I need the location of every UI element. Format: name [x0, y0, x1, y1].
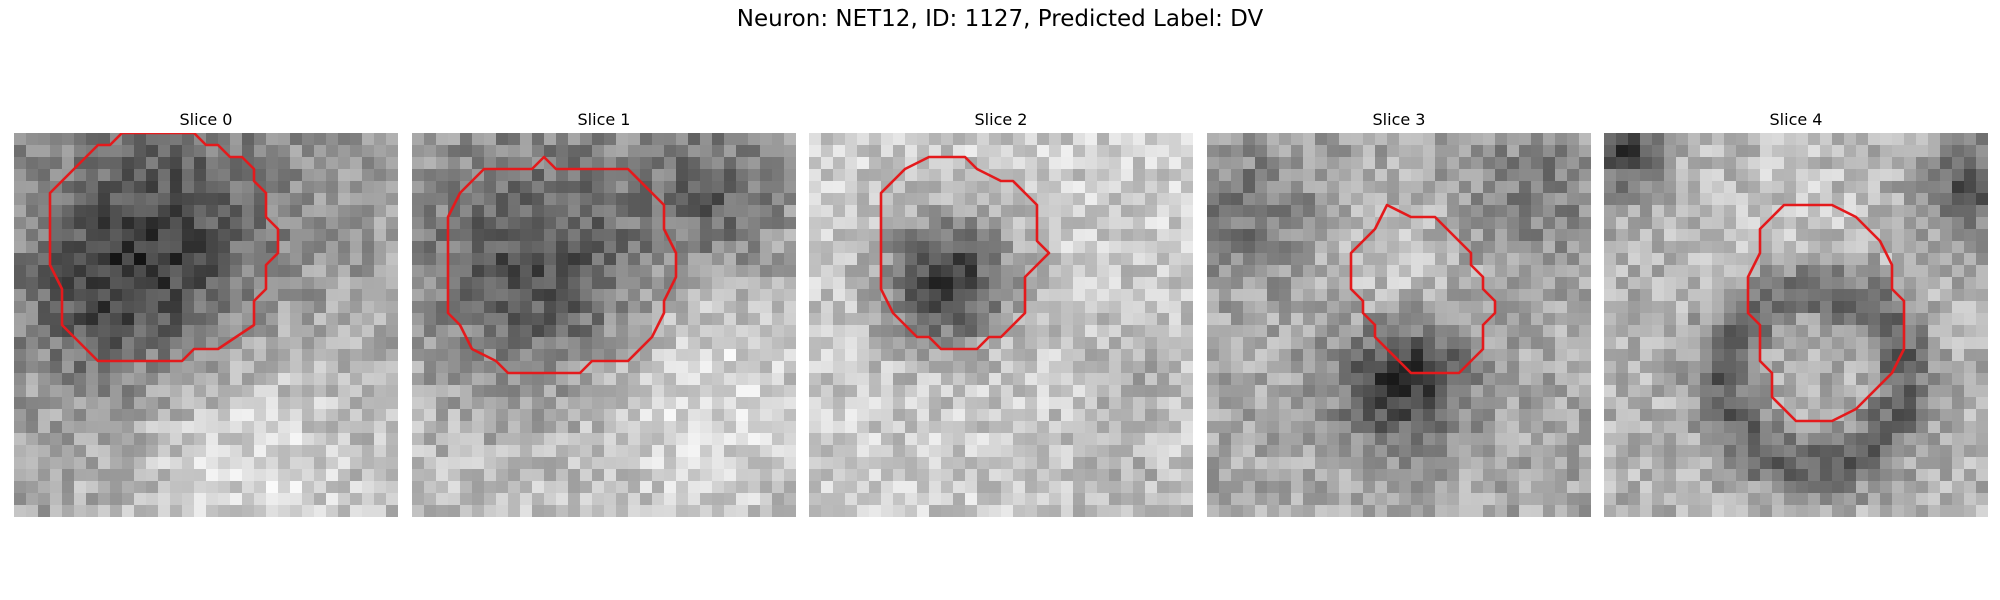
slice-image-1 — [412, 133, 796, 517]
pixel-grid — [809, 133, 1193, 517]
slice-title: Slice 0 — [179, 110, 233, 129]
neuron-contour — [1349, 203, 1497, 375]
slice-panel-2: Slice 2 — [809, 108, 1193, 517]
slice-title: Slice 4 — [1769, 110, 1823, 129]
slice-title: Slice 3 — [1372, 110, 1426, 129]
pixel-grid — [412, 133, 796, 517]
slice-panel-4: Slice 4 — [1604, 108, 1988, 517]
slice-panel-0: Slice 0 — [14, 108, 398, 517]
slice-title: Slice 2 — [974, 110, 1028, 129]
neuron-contour — [48, 133, 280, 363]
slice-image-2 — [809, 133, 1193, 517]
neuron-contour — [446, 155, 678, 375]
pixel-grid — [14, 133, 398, 517]
pixel-grid — [1604, 133, 1988, 517]
slice-title: Slice 1 — [577, 110, 631, 129]
slice-image-3 — [1207, 133, 1591, 517]
neuron-contour — [879, 155, 1051, 351]
pixel-grid — [1207, 133, 1591, 517]
figure-title: Neuron: NET12, ID: 1127, Predicted Label… — [736, 6, 1264, 32]
slice-panel-1: Slice 1 — [412, 108, 796, 517]
slice-image-4 — [1604, 133, 1988, 517]
neuron-contour — [1746, 203, 1906, 423]
slice-image-0 — [14, 133, 398, 517]
slice-panel-3: Slice 3 — [1207, 108, 1591, 517]
